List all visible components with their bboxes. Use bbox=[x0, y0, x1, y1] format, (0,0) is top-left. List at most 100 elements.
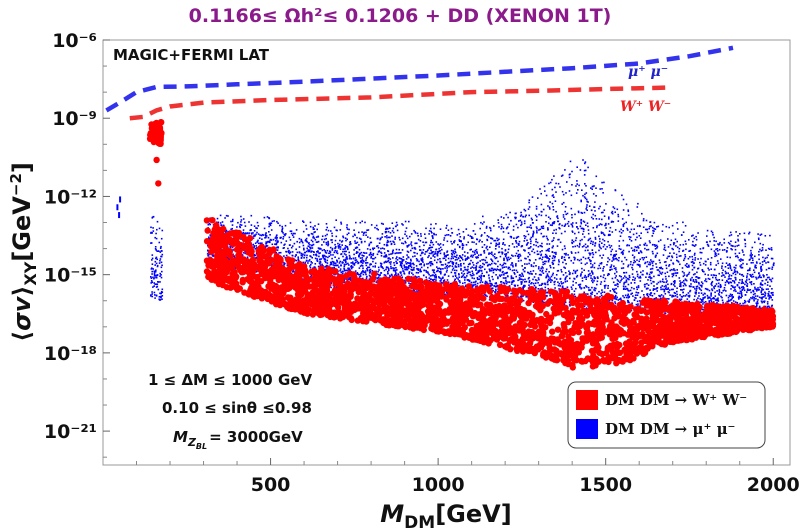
data-point bbox=[552, 239, 555, 242]
data-point bbox=[381, 266, 383, 268]
data-point bbox=[702, 247, 705, 249]
data-point bbox=[496, 243, 499, 246]
data-point bbox=[686, 274, 689, 276]
data-point bbox=[698, 283, 700, 285]
data-point bbox=[442, 268, 444, 270]
data-point bbox=[521, 273, 524, 276]
data-point bbox=[524, 235, 527, 238]
data-point bbox=[540, 245, 542, 247]
data-point bbox=[532, 235, 534, 238]
data-point bbox=[358, 273, 360, 276]
data-point bbox=[388, 261, 391, 264]
data-point bbox=[530, 227, 533, 229]
data-point bbox=[521, 272, 523, 275]
data-point bbox=[568, 256, 571, 259]
data-point bbox=[721, 296, 723, 299]
data-point bbox=[615, 253, 618, 256]
data-point bbox=[581, 267, 583, 270]
data-point bbox=[497, 260, 499, 263]
data-point bbox=[622, 249, 625, 252]
data-point bbox=[494, 291, 496, 293]
data-point bbox=[511, 280, 514, 283]
data-point bbox=[557, 217, 559, 220]
data-point bbox=[673, 291, 676, 294]
data-point bbox=[425, 269, 427, 272]
data-point bbox=[590, 277, 592, 279]
data-point bbox=[710, 248, 713, 251]
data-point bbox=[254, 242, 257, 244]
data-point bbox=[627, 300, 629, 302]
data-point bbox=[520, 211, 522, 214]
data-point bbox=[289, 244, 291, 246]
data-point bbox=[305, 224, 307, 227]
data-point bbox=[405, 241, 407, 244]
data-point bbox=[501, 251, 503, 253]
data-point bbox=[655, 244, 658, 247]
data-point bbox=[548, 271, 550, 273]
data-point bbox=[449, 265, 451, 267]
data-point bbox=[557, 238, 559, 241]
data-point bbox=[356, 236, 358, 239]
data-point bbox=[545, 221, 547, 223]
data-point bbox=[731, 297, 733, 299]
data-point bbox=[716, 260, 719, 262]
data-point bbox=[445, 254, 447, 257]
data-point bbox=[573, 293, 576, 296]
data-point bbox=[465, 268, 467, 271]
data-point bbox=[474, 281, 477, 283]
data-point bbox=[766, 303, 769, 305]
data-point bbox=[741, 295, 743, 297]
data-point bbox=[541, 270, 543, 273]
data-point bbox=[503, 258, 505, 261]
data-point bbox=[593, 185, 595, 187]
data-point bbox=[554, 186, 556, 189]
data-point bbox=[655, 263, 657, 265]
data-point bbox=[362, 269, 364, 272]
data-point bbox=[342, 270, 344, 273]
data-point bbox=[476, 252, 478, 254]
data-point bbox=[489, 264, 492, 266]
data-point bbox=[649, 271, 652, 274]
data-point bbox=[276, 220, 278, 223]
data-point bbox=[746, 263, 748, 265]
data-point bbox=[290, 230, 293, 232]
data-point bbox=[508, 245, 511, 247]
data-point bbox=[544, 260, 546, 263]
data-point bbox=[457, 265, 460, 268]
data-point bbox=[240, 221, 242, 223]
data-point bbox=[736, 270, 738, 273]
data-point bbox=[337, 273, 340, 275]
data-point bbox=[345, 254, 347, 256]
data-point bbox=[622, 295, 624, 297]
data-point bbox=[610, 211, 613, 214]
data-point bbox=[522, 299, 525, 302]
data-point bbox=[369, 272, 371, 274]
data-point bbox=[515, 252, 518, 255]
data-point bbox=[707, 245, 710, 247]
data-point bbox=[418, 275, 420, 278]
data-point bbox=[491, 284, 493, 286]
data-point bbox=[579, 225, 582, 228]
data-point bbox=[386, 241, 388, 244]
data-point bbox=[728, 263, 731, 265]
data-point bbox=[596, 292, 598, 295]
data-point bbox=[575, 222, 578, 224]
data-point bbox=[591, 293, 593, 295]
data-point bbox=[537, 197, 539, 199]
data-point bbox=[407, 267, 410, 269]
data-point bbox=[614, 284, 616, 286]
data-point bbox=[607, 234, 610, 237]
data-point bbox=[622, 225, 625, 228]
data-point bbox=[743, 289, 746, 292]
data-point bbox=[434, 273, 437, 276]
data-point bbox=[552, 245, 554, 247]
data-point bbox=[532, 230, 535, 233]
data-point bbox=[659, 267, 662, 270]
data-point bbox=[464, 276, 467, 279]
data-point bbox=[497, 222, 500, 224]
data-point bbox=[591, 188, 593, 190]
data-point bbox=[730, 240, 732, 243]
data-point bbox=[580, 227, 583, 230]
data-point bbox=[696, 285, 699, 288]
data-point bbox=[683, 279, 685, 282]
